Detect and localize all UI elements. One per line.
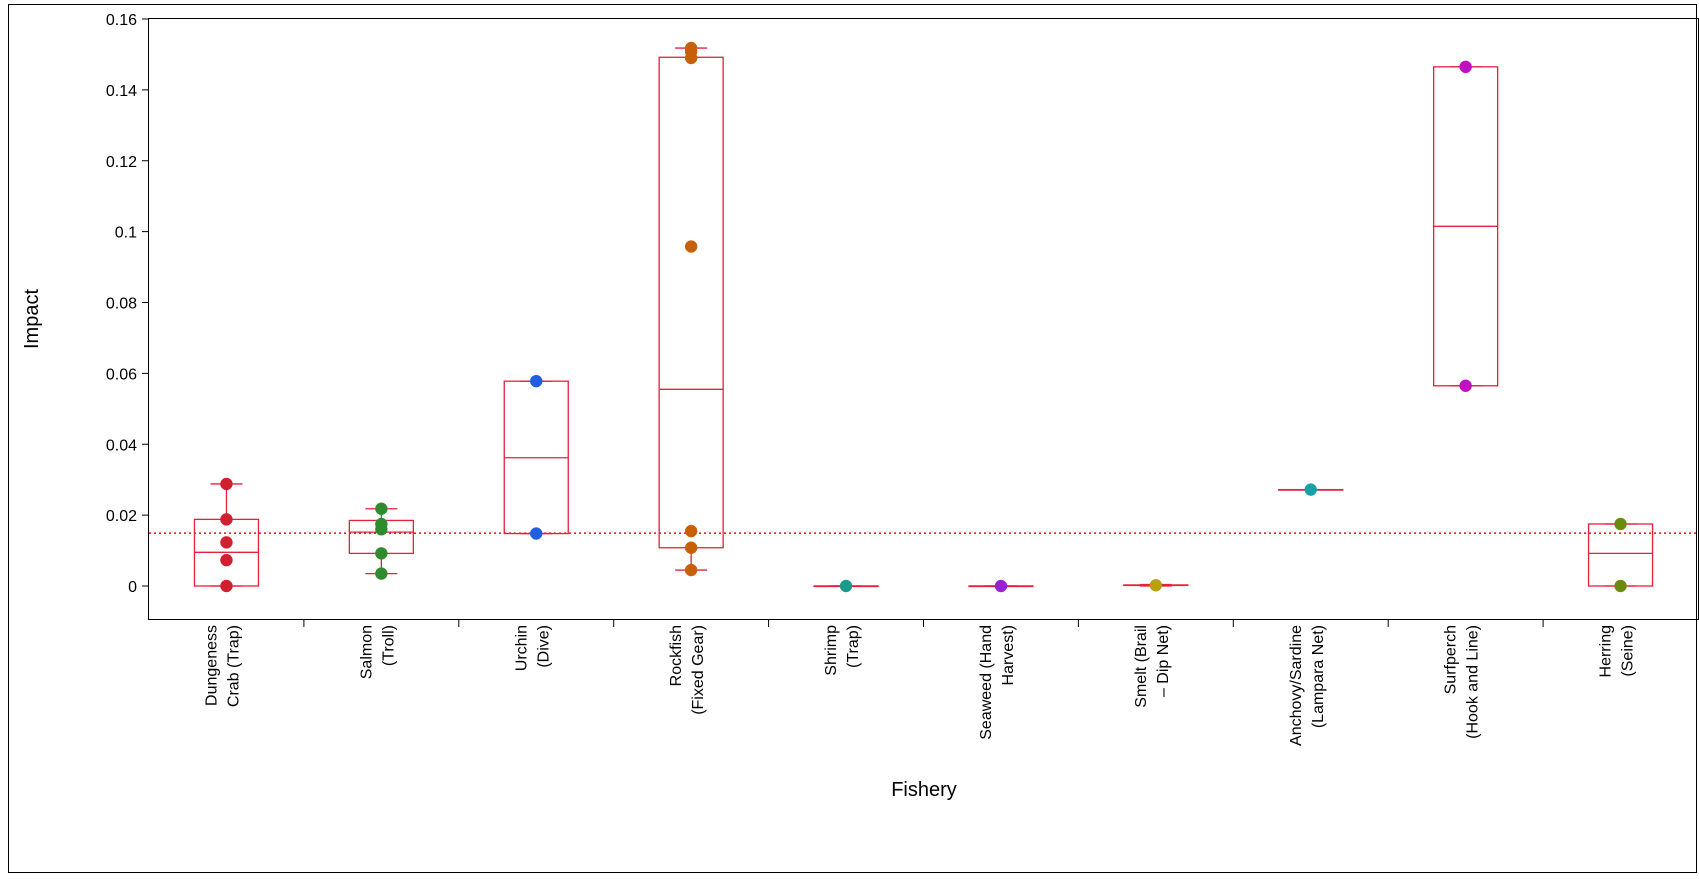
x-tick-label: Crab (Trap) (225, 625, 242, 707)
point-layer (220, 41, 1627, 593)
x-tick-label: (Troll) (380, 625, 397, 666)
y-axis: 0 0.02 0.04 0.06 0.08 0.1 0.12 0.14 0.16 (106, 12, 149, 596)
data-point (375, 567, 388, 580)
x-tick-label: Seaweed (Hand (978, 625, 995, 740)
x-tick-label: Herring (1598, 625, 1615, 677)
data-point (220, 553, 233, 567)
x-tick-label: (Lampara Net) (1310, 625, 1327, 728)
x-axis-title: Fishery (891, 779, 957, 801)
x-tick-label: (Fixed Gear) (690, 625, 707, 715)
data-point (684, 240, 698, 253)
y-tick-label: 0.14 (106, 83, 137, 100)
x-tick-label: Harvest) (1000, 625, 1017, 685)
data-point (1459, 379, 1472, 393)
data-point (1304, 483, 1317, 496)
data-point (530, 527, 543, 540)
data-point (839, 579, 853, 593)
x-tick-label: Shrimp (823, 625, 840, 676)
y-tick-label: 0.06 (106, 366, 137, 383)
y-tick-label: 0.12 (106, 154, 137, 171)
data-point (220, 513, 233, 526)
data-point (530, 374, 543, 388)
data-point (684, 524, 698, 538)
x-tick-label: Urchin (513, 625, 530, 671)
x-tick-label: (Trap) (845, 625, 862, 668)
chart-outer-border (8, 4, 1697, 873)
data-point (1614, 517, 1627, 531)
y-tick-label: 0.1 (115, 225, 137, 242)
data-point (220, 536, 233, 549)
data-point (220, 579, 233, 593)
x-axis: Dungeness Crab (Trap) Salmon (Troll) Urchin (… (203, 619, 1637, 746)
x-tick-label: Anchovy/Sardine (1288, 625, 1305, 746)
x-tick-label: – Dip Net) (1155, 625, 1172, 697)
x-tick-label: Rockfish (668, 625, 685, 686)
data-point (684, 51, 698, 65)
y-axis-title: Impact (21, 289, 43, 349)
data-point (684, 541, 698, 554)
y-tick-label: 0.04 (106, 437, 137, 454)
data-point (994, 579, 1008, 593)
x-tick-label: (Hook and Line) (1465, 625, 1482, 739)
data-point (375, 502, 388, 515)
y-tick-label: 0.16 (106, 12, 137, 29)
x-tick-label: Surfperch (1443, 625, 1460, 694)
x-tick-label: Salmon (358, 625, 375, 679)
x-tick-label: (Dive) (535, 625, 552, 668)
x-tick-label: Dungeness (203, 625, 220, 706)
y-tick-label: 0.02 (106, 508, 137, 525)
data-point (684, 563, 698, 577)
y-tick-label: 0.08 (106, 296, 137, 313)
x-tick-label: Smelt (Brail (1133, 625, 1150, 708)
data-point (375, 523, 388, 536)
y-tick-label: 0 (128, 579, 137, 596)
data-point (220, 477, 233, 491)
x-tick-label: (Seine) (1620, 625, 1637, 677)
data-point (375, 547, 388, 560)
data-point (1149, 579, 1163, 592)
data-point (1614, 579, 1627, 593)
data-point (1459, 60, 1472, 74)
